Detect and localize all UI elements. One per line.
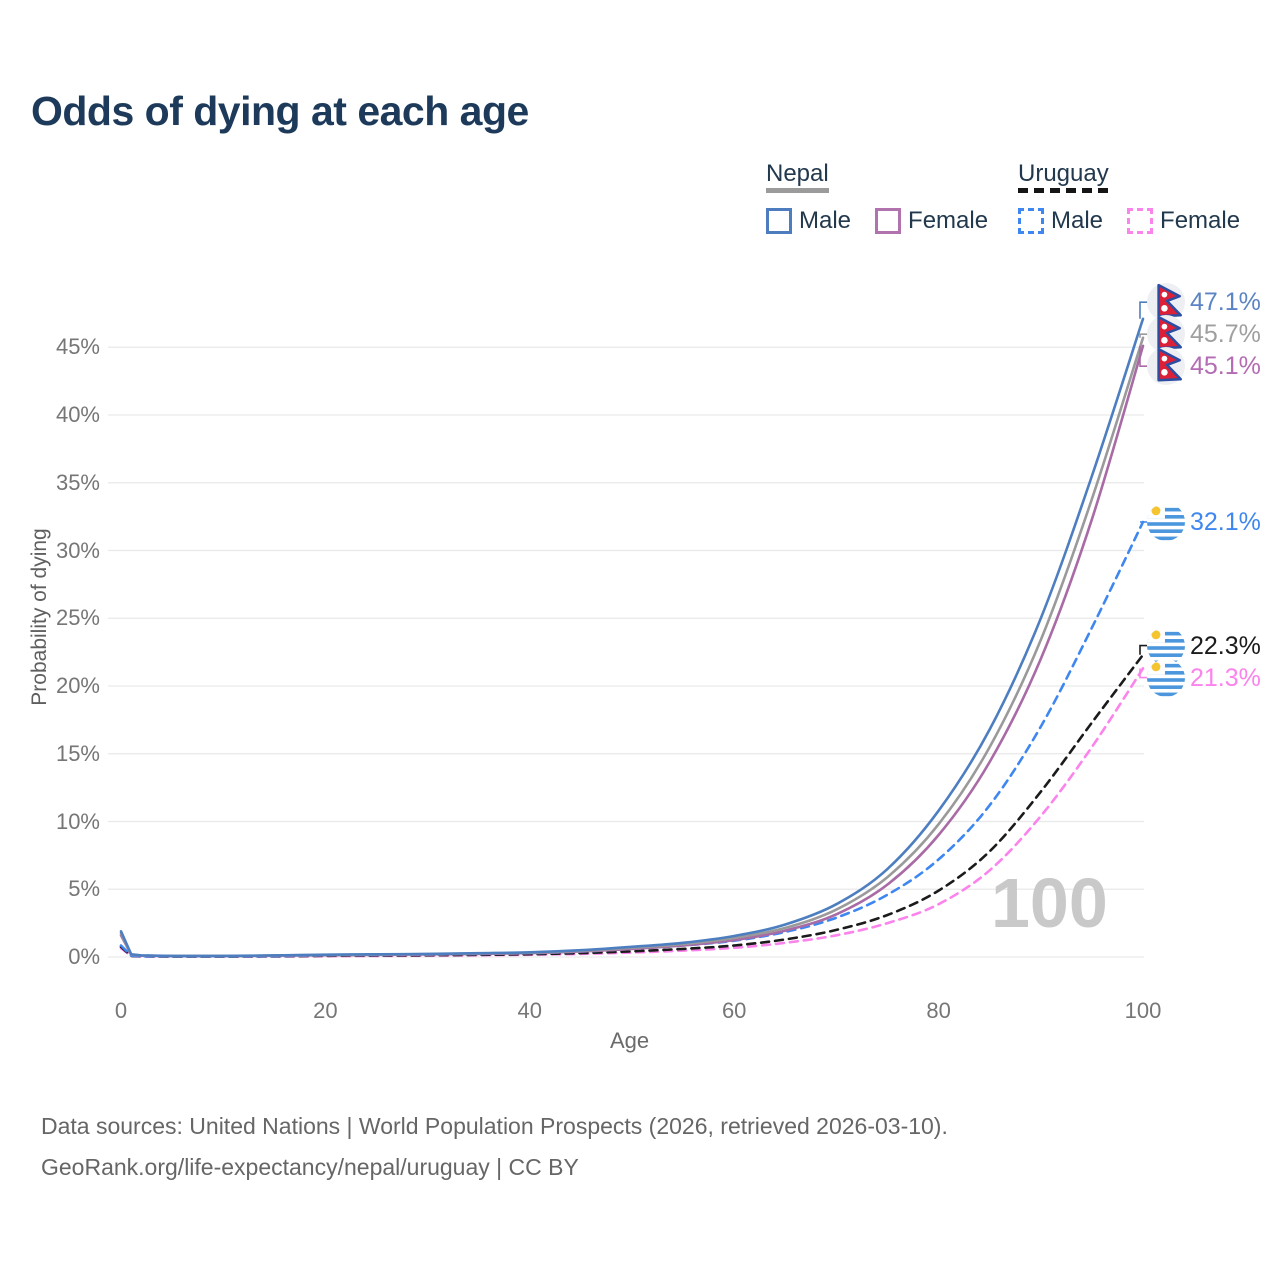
uruguay-flag-icon [1147,503,1185,541]
page-title: Odds of dying at each age [31,88,529,134]
legend-country-label[interactable]: Uruguay [1018,160,1109,196]
y-tick-label-20: 20% [55,673,100,698]
footer-attribution: GeoRank.org/life-expectancy/nepal/urugua… [41,1154,579,1180]
legend-item-label: Female [908,207,989,234]
y-tick-label-25: 25% [55,605,100,631]
y-axis-title: Probability of dying [28,528,51,706]
legend-item-label: Male [1051,207,1104,234]
legend-country-label[interactable]: Nepal [766,160,829,196]
legend-item-label: Female [1160,207,1241,234]
end-label-connector [1139,301,1149,319]
series-line-nepal-female [119,344,1145,958]
end-label-uruguay-female: 21.3% [1147,659,1261,697]
x-tick-label-40: 40 [517,998,543,1023]
end-label-value: 45.1% [1190,351,1261,380]
legend-country-line-sample [766,188,829,193]
series-line-uruguay-male [119,520,1145,958]
end-label-value: 22.3% [1190,631,1261,660]
end-label-nepal-male: 47.1% [1147,283,1261,321]
end-label-connector [1139,333,1149,338]
nepal-flag-icon [1147,315,1185,353]
y-tick-label-30: 30% [55,537,100,563]
nepal-flag-icon [1147,347,1185,385]
end-label-connector [1139,345,1149,367]
footer-data-sources: Data sources: United Nations | World Pop… [41,1113,948,1139]
legend-item-uruguay-male[interactable]: Male [1018,207,1103,235]
age-counter-watermark: 100 [991,864,1108,942]
nepal-flag-icon [1147,283,1185,321]
legend-swatch-icon [766,208,792,234]
x-tick-label-0: 0 [114,998,128,1023]
y-tick-label-15: 15% [55,740,100,766]
x-tick-label-80: 80 [926,998,951,1023]
y-tick-label-45: 45% [55,334,100,360]
x-axis-title: Age [610,1028,650,1053]
series-line-uruguay-female [119,667,1145,958]
series-line-uruguay-both-sexes [119,653,1145,958]
end-label-uruguay-male: 32.1% [1147,503,1261,541]
end-label-nepal-female: 45.1% [1147,347,1261,385]
end-label-value: 47.1% [1190,287,1261,316]
end-label-value: 45.7% [1190,319,1261,348]
legend-item-uruguay-female[interactable]: Female [1127,207,1240,235]
legend-swatch-icon [1018,208,1044,234]
footer: Data sources: United Nations | World Pop… [41,1106,948,1188]
legend-item-label: Male [799,207,852,234]
legend-group-uruguay: Uruguay Male Female [1018,160,1240,235]
y-tick-label-35: 35% [55,469,100,495]
end-label-connector [1139,644,1149,655]
y-tick-label-0: 0% [68,944,100,969]
end-label-value: 21.3% [1190,663,1261,692]
x-tick-label-20: 20 [313,998,338,1023]
end-label-connector [1139,668,1149,679]
legend-swatch-icon [875,208,902,234]
y-tick-label-5: 5% [68,876,100,902]
legend-group-nepal: Nepal Male Female [766,160,988,235]
series-line-nepal-both-sexes [119,336,1145,958]
end-label-nepal-both-sexes: 45.7% [1147,315,1261,353]
legend-item-nepal-male[interactable]: Male [766,207,851,235]
legend-item-nepal-female[interactable]: Female [875,207,988,235]
uruguay-flag-icon [1147,627,1185,665]
uruguay-flag-icon [1147,659,1185,697]
series-line-nepal-male [119,317,1145,958]
legend-swatch-icon [1127,208,1154,234]
end-label-value: 32.1% [1190,507,1261,536]
x-tick-label-60: 60 [721,998,747,1023]
y-tick-label-10: 10% [55,808,100,834]
x-tick-label-100: 100 [1124,998,1162,1023]
end-label-uruguay-both-sexes: 22.3% [1147,627,1261,665]
legend-country-line-sample [1018,188,1109,193]
y-tick-label-40: 40% [55,402,100,427]
